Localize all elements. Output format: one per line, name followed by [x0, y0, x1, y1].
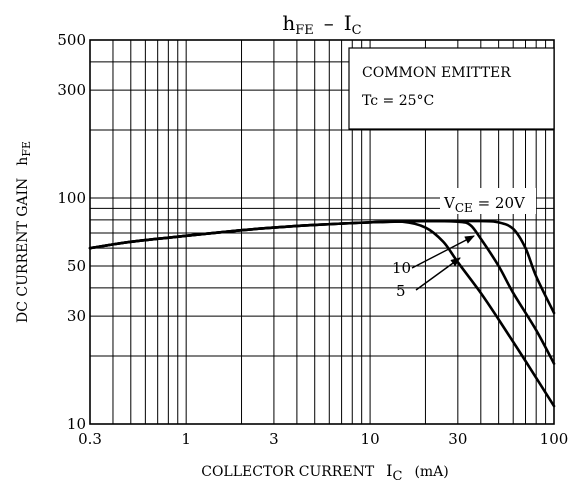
x-tick-label: 3 [269, 430, 279, 448]
x-tick-label: 0.3 [78, 430, 102, 448]
y-axis-title-sym: h [15, 157, 31, 166]
plot-frame [89, 39, 555, 425]
series-label-vce-sym: V [443, 194, 456, 212]
y-tick-label: 50 [67, 257, 86, 275]
x-tick-label: 1 [181, 430, 191, 448]
title-sub-b: C [352, 23, 362, 38]
x-axis-title-text: COLLECTOR CURRENT [201, 464, 375, 480]
series-label-5: 5 [396, 282, 406, 300]
title-sub-a: FE [295, 23, 314, 38]
x-axis-title-sym: I [386, 461, 392, 480]
chart-title: hFE – IC [282, 11, 361, 38]
title-dash: – [324, 11, 334, 35]
y-axis-title: DC CURRENT GAIN hFE [15, 141, 33, 323]
x-axis-title-sub: C [392, 469, 402, 484]
x-axis-title: COLLECTOR CURRENT IC (mA) [201, 461, 449, 484]
series-label-10: 10 [392, 259, 411, 277]
x-axis-title-unit: (mA) [414, 464, 448, 480]
tick-labels: 0.3 1 3 10 30 100 10 30 50 100 300 500 [57, 31, 568, 448]
y-tick-label: 30 [67, 307, 86, 325]
title-main-b: I [344, 11, 352, 35]
series-vce-5v [88, 220, 556, 408]
arrow-5 [415, 257, 461, 291]
curves [88, 219, 556, 408]
series-vce-10v [88, 219, 556, 365]
series-label-vce-rest: = 20V [473, 194, 526, 212]
y-axis-title-text: DC CURRENT GAIN [15, 178, 31, 323]
annotation-line-1: COMMON EMITTER [362, 65, 511, 81]
y-tick-label: 300 [57, 81, 86, 99]
series-label-vce-sub: CE [455, 201, 473, 215]
y-tick-label: 500 [57, 31, 86, 49]
y-axis-title-sub: FE [20, 141, 33, 157]
y-tick-label: 10 [67, 415, 86, 433]
y-tick-label: 100 [57, 189, 86, 207]
title-main-a: h [282, 11, 295, 35]
vce-label-bg [440, 188, 536, 214]
x-tick-label: 30 [448, 430, 467, 448]
x-tick-label: 10 [361, 430, 380, 448]
arrow-10 [411, 235, 475, 269]
x-tick-label: 100 [540, 430, 569, 448]
annotation-line-2: Tc = 25°C [362, 93, 434, 109]
annotation-box-bg [348, 47, 555, 130]
series-label-vce: VCE = 20V [443, 194, 526, 215]
